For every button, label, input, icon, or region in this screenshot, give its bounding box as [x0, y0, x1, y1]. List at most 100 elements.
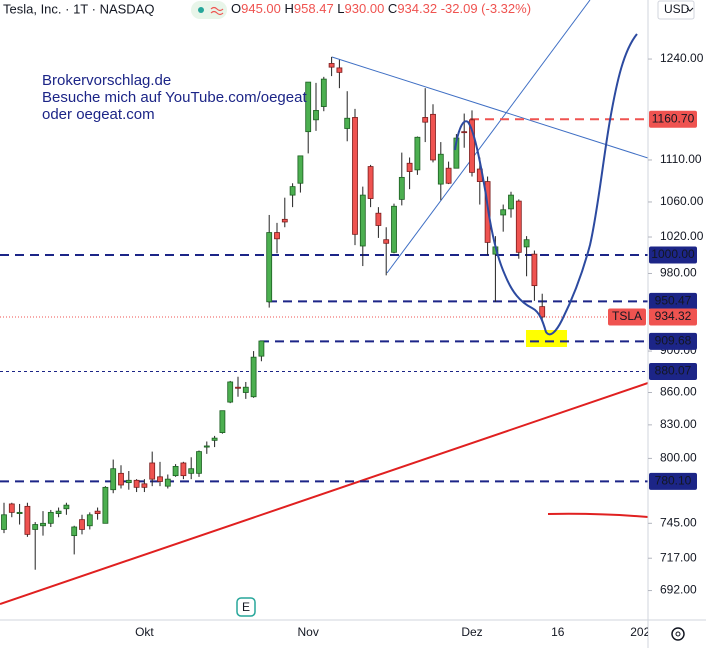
candle-body [266, 232, 273, 303]
candle-body [539, 306, 546, 318]
candle-body [40, 522, 46, 527]
candle-body [391, 205, 397, 253]
ohlc-readout: O945.00 H958.47 L930.00 C934.32 -32.09 (… [231, 1, 531, 16]
x-tick-label: Dez [461, 625, 482, 639]
level-label-box [649, 472, 697, 490]
candle-body [258, 340, 265, 357]
candle-body [172, 466, 179, 477]
candle-body [8, 503, 15, 513]
candle-body [313, 110, 319, 121]
candle-body [102, 486, 109, 524]
candle-body [406, 162, 413, 172]
candle-body [24, 505, 31, 535]
candle-body [430, 113, 436, 161]
status-icon [210, 6, 224, 16]
ohlc-value: 958.47 [294, 1, 334, 16]
y-tick-label: 1240.00 [660, 51, 704, 65]
y-tick-label: 692.00 [660, 583, 697, 597]
x-tick-label: 2022 [630, 625, 657, 639]
candle-body [32, 524, 39, 530]
ohlc-value: 945.00 [241, 1, 281, 16]
symbol-label: TSLA [612, 309, 642, 323]
candle-body [125, 479, 132, 484]
candle-body [16, 511, 23, 514]
candle-body [515, 200, 522, 253]
candle-body [274, 232, 280, 240]
candle-body [422, 117, 429, 123]
level-label: 1000.00 [651, 247, 695, 261]
y-tick-label: 1020.00 [660, 229, 704, 243]
status-dot [198, 7, 204, 13]
candle-body [320, 78, 327, 107]
trend-line [331, 56, 648, 159]
trend-line [386, 0, 591, 274]
candle-body [297, 155, 304, 184]
currency-button[interactable] [657, 0, 695, 20]
level-label-box [649, 246, 697, 264]
ohlc-key: H [285, 1, 294, 16]
candle-body [531, 253, 538, 287]
ohlc-key: C [388, 1, 397, 16]
candle-body [79, 519, 85, 530]
y-tick-label: 860.00 [660, 385, 697, 399]
candle-body [250, 356, 257, 398]
candle-body [149, 462, 156, 480]
y-tick-label: 1110.00 [660, 152, 702, 166]
last-price-box [649, 308, 697, 326]
y-tick-label: 1060.00 [660, 194, 704, 208]
candle-body [445, 167, 452, 184]
candle-body [47, 511, 54, 524]
candle-body [500, 209, 507, 216]
ohlc-value: 930.00 [345, 1, 385, 16]
level-label: 950.47 [655, 294, 692, 308]
projection-line [547, 512, 648, 518]
currency-arrow [686, 7, 694, 12]
candle-body [242, 386, 249, 393]
y-tick-label: 980.00 [660, 266, 697, 280]
highlight [526, 330, 567, 347]
candle-body [227, 381, 234, 403]
candle-body [110, 468, 117, 491]
ohlc-value: 934.32 [397, 1, 437, 16]
annotation: Besuche mich auf YouTube.com/oegeat [42, 89, 307, 106]
currency: USD [664, 2, 690, 16]
candle-body [157, 476, 163, 482]
annotation: oder oegeat.com [42, 106, 155, 123]
candle-body [211, 437, 218, 441]
candle-body [235, 386, 241, 389]
level-label-box [649, 110, 697, 128]
candle-body [414, 136, 421, 171]
candle-body [367, 166, 374, 199]
settings-icon-center [675, 631, 681, 637]
x-tick-label: 16 [551, 625, 565, 639]
price-axis: 692.00717.00745.00800.00830.00860.00900.… [648, 51, 704, 597]
ohlc-key: L [337, 1, 344, 16]
candle-body [63, 504, 70, 510]
drawing-curve [454, 33, 638, 336]
x-tick-label: Nov [298, 625, 319, 639]
level-label-box [649, 292, 697, 310]
level-label: 880.07 [655, 364, 692, 378]
candle-body [118, 472, 124, 486]
candle-body [219, 410, 226, 433]
level-label: 780.10 [655, 474, 692, 488]
candle-body [71, 526, 78, 537]
settings-icon[interactable] [671, 627, 685, 641]
candle-body [508, 194, 514, 210]
candle-body [133, 479, 140, 488]
ohlc-key: O [231, 1, 241, 16]
candle-body [289, 186, 296, 196]
candle-body [196, 451, 202, 474]
candle-body [336, 67, 343, 73]
earnings-box [236, 597, 256, 617]
candle-body [398, 176, 405, 200]
candle-body [180, 462, 187, 477]
candle-body [94, 510, 101, 514]
y-tick-label: 800.00 [660, 451, 697, 465]
candle-body [523, 239, 530, 248]
candle-body [1, 514, 7, 530]
symbol-label-box [608, 308, 646, 326]
y-tick-label: 745.00 [660, 515, 697, 529]
